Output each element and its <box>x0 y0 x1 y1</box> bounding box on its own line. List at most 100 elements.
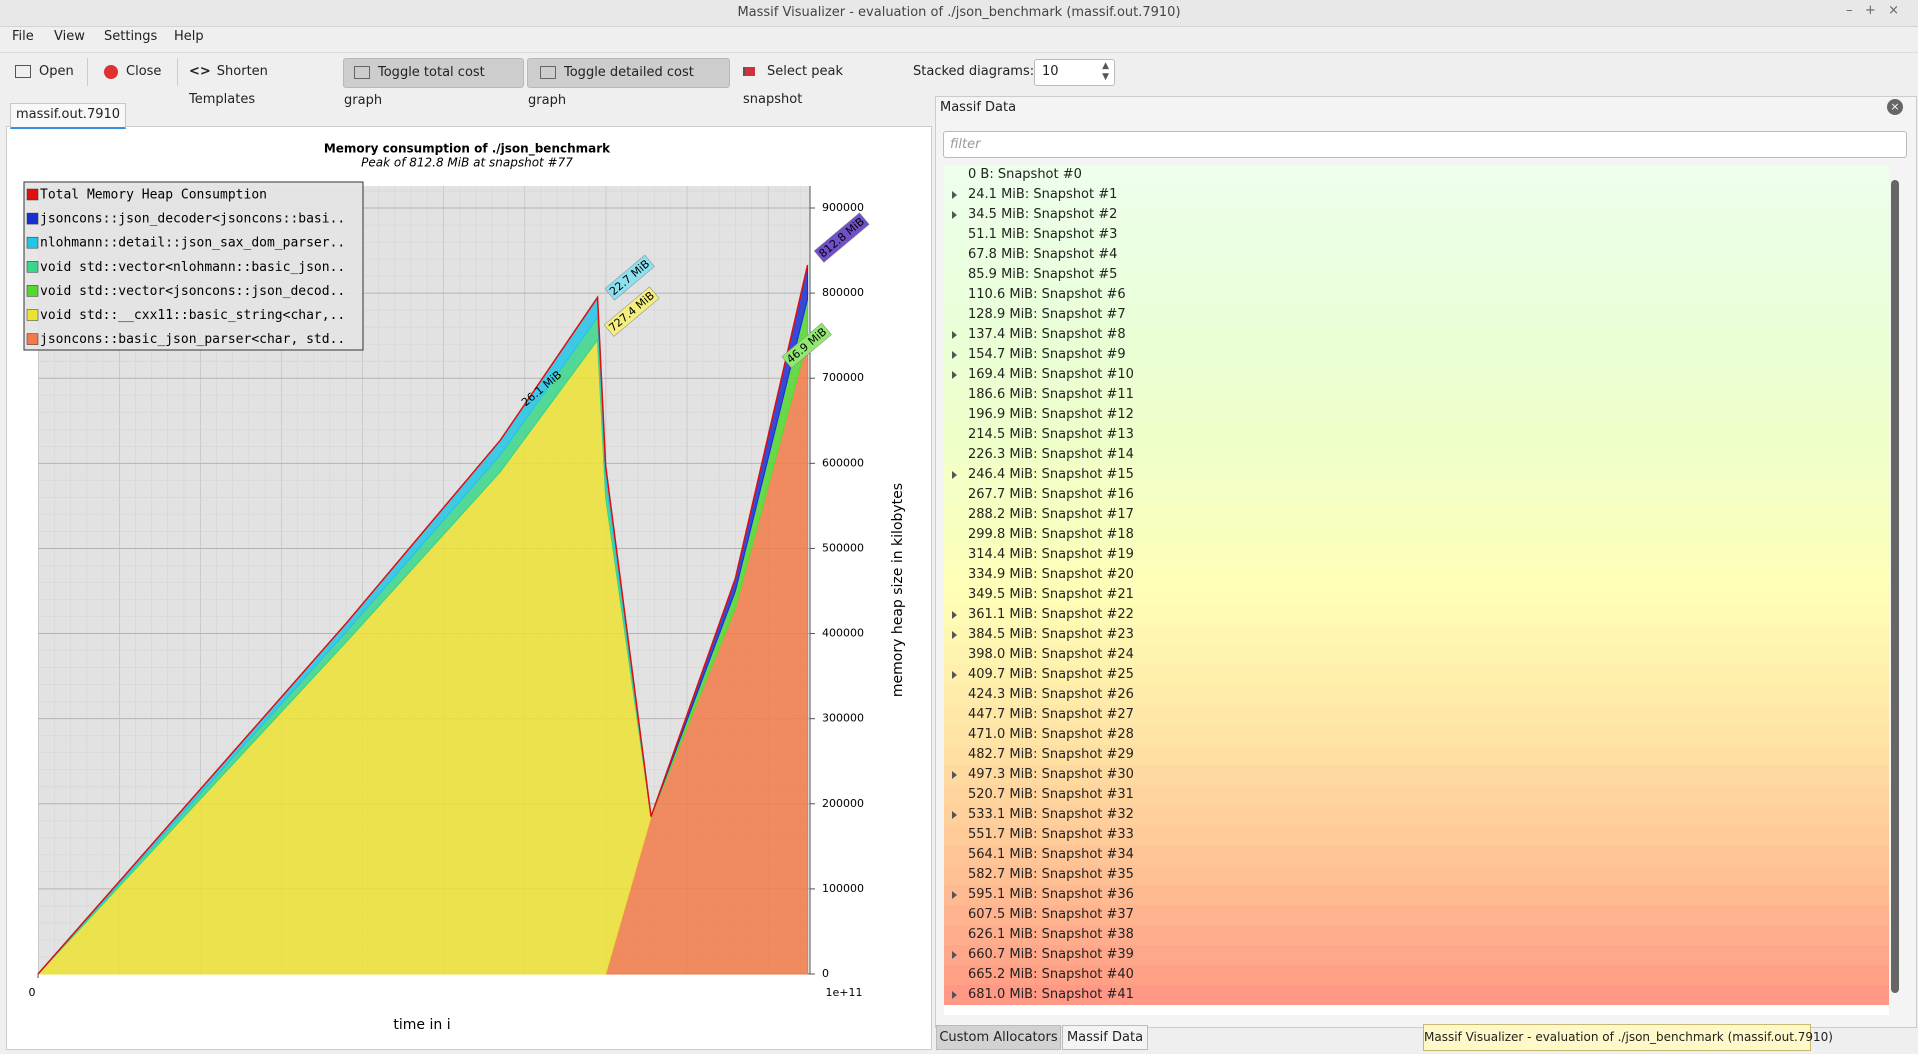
expander[interactable] <box>952 611 957 619</box>
snapshot-label: 447.7 MiB: Snapshot #27 <box>968 707 1134 722</box>
peak-label: Select peak snapshot <box>743 64 843 107</box>
legend-label: Total Memory Heap Consumption <box>40 188 267 203</box>
snapshot-row[interactable]: 471.0 MiB: Snapshot #28 <box>944 725 1889 745</box>
snapshot-row[interactable]: 595.1 MiB: Snapshot #36 <box>944 885 1889 905</box>
close-label: Close <box>126 64 162 79</box>
snapshot-row[interactable]: 288.2 MiB: Snapshot #17 <box>944 505 1889 525</box>
snapshot-row[interactable]: 137.4 MiB: Snapshot #8 <box>944 325 1889 345</box>
expander[interactable] <box>952 671 957 679</box>
snapshot-row[interactable]: 409.7 MiB: Snapshot #25 <box>944 665 1889 685</box>
expander[interactable] <box>952 631 957 639</box>
total-toggle[interactable]: Toggle total cost graph <box>343 58 524 108</box>
detailed-toggle[interactable]: Toggle detailed cost graph <box>527 58 730 108</box>
menu-item[interactable]: Settings <box>104 29 158 44</box>
snapshot-label: 520.7 MiB: Snapshot #31 <box>968 787 1134 802</box>
flag-icon <box>743 67 755 76</box>
open-label: Open <box>39 64 74 79</box>
menu-item[interactable]: Help <box>174 29 204 44</box>
snapshot-row[interactable]: 214.5 MiB: Snapshot #13 <box>944 425 1889 445</box>
snapshot-row[interactable]: 665.2 MiB: Snapshot #40 <box>944 965 1889 985</box>
filter-input[interactable]: filter <box>943 131 1907 158</box>
expander[interactable] <box>952 351 957 359</box>
snapshot-row[interactable]: 246.4 MiB: Snapshot #15 <box>944 465 1889 485</box>
shorten-button[interactable]: <> Shorten Templates <box>189 64 268 107</box>
expander[interactable] <box>952 371 957 379</box>
expander[interactable] <box>952 211 957 219</box>
snapshot-row[interactable]: 607.5 MiB: Snapshot #37 <box>944 905 1889 925</box>
menu-item[interactable]: View <box>54 29 85 44</box>
snapshot-row[interactable]: 154.7 MiB: Snapshot #9 <box>944 345 1889 365</box>
panel-title: Massif Data <box>940 100 1017 115</box>
snapshot-row[interactable]: 384.5 MiB: Snapshot #23 <box>944 625 1889 645</box>
detailed-label: Toggle detailed cost graph <box>528 65 694 108</box>
snapshot-row[interactable]: 128.9 MiB: Snapshot #7 <box>944 305 1889 325</box>
snapshot-row[interactable]: 361.1 MiB: Snapshot #22 <box>944 605 1889 625</box>
close-button[interactable]: Close <box>104 58 174 86</box>
snapshot-row[interactable]: 0 B: Snapshot #0 <box>944 165 1889 185</box>
snapshot-row[interactable]: 226.3 MiB: Snapshot #14 <box>944 445 1889 465</box>
snapshot-label: 409.7 MiB: Snapshot #25 <box>968 667 1134 682</box>
snapshot-row[interactable]: 314.4 MiB: Snapshot #19 <box>944 545 1889 565</box>
snapshot-label: 349.5 MiB: Snapshot #21 <box>968 587 1134 602</box>
y-tick-label: 200000 <box>822 797 864 810</box>
snapshot-label: 424.3 MiB: Snapshot #26 <box>968 687 1134 702</box>
snapshot-row[interactable]: 196.9 MiB: Snapshot #12 <box>944 405 1889 425</box>
snapshot-row[interactable]: 51.1 MiB: Snapshot #3 <box>944 225 1889 245</box>
file-tab[interactable]: massif.out.7910 <box>10 103 126 129</box>
expander[interactable] <box>952 771 957 779</box>
snapshot-row[interactable]: 169.4 MiB: Snapshot #10 <box>944 365 1889 385</box>
snapshot-row[interactable]: 334.9 MiB: Snapshot #20 <box>944 565 1889 585</box>
dock-tab[interactable]: Custom Allocators <box>936 1025 1061 1050</box>
snapshot-row[interactable]: 551.7 MiB: Snapshot #33 <box>944 825 1889 845</box>
expander[interactable] <box>952 331 957 339</box>
stacked-spinbox[interactable]: 10 ▲ ▼ <box>1034 59 1115 86</box>
legend-swatch <box>26 212 39 225</box>
snapshot-row[interactable]: 447.7 MiB: Snapshot #27 <box>944 705 1889 725</box>
scrollbar[interactable] <box>1891 180 1899 993</box>
snapshot-row[interactable]: 349.5 MiB: Snapshot #21 <box>944 585 1889 605</box>
snapshot-row[interactable]: 110.6 MiB: Snapshot #6 <box>944 285 1889 305</box>
expander[interactable] <box>952 471 957 479</box>
annotation: 812.8 MiB <box>813 212 870 263</box>
snapshot-row[interactable]: 626.1 MiB: Snapshot #38 <box>944 925 1889 945</box>
open-button[interactable]: Open <box>15 58 77 86</box>
expander[interactable] <box>952 991 957 999</box>
snapshot-label: 681.0 MiB: Snapshot #41 <box>968 987 1134 1002</box>
dock-tab[interactable]: Massif Data <box>1062 1025 1148 1050</box>
snapshot-row[interactable]: 660.7 MiB: Snapshot #39 <box>944 945 1889 965</box>
snapshot-row[interactable]: 482.7 MiB: Snapshot #29 <box>944 745 1889 765</box>
snapshot-row[interactable]: 681.0 MiB: Snapshot #41 <box>944 985 1889 1005</box>
snapshot-row[interactable]: 582.7 MiB: Snapshot #35 <box>944 865 1889 885</box>
snapshot-label: 314.4 MiB: Snapshot #19 <box>968 547 1134 562</box>
expander[interactable] <box>952 891 957 899</box>
legend: Total Memory Heap Consumptionjsoncons::j… <box>23 181 364 351</box>
snapshot-row[interactable]: 85.9 MiB: Snapshot #5 <box>944 265 1889 285</box>
snapshot-row[interactable]: 520.7 MiB: Snapshot #31 <box>944 785 1889 805</box>
window-title: Massif Visualizer - evaluation of ./json… <box>737 5 1181 20</box>
legend-swatch <box>26 309 39 321</box>
legend-label: jsoncons::json_decoder<jsoncons::basi.. <box>40 212 345 227</box>
snapshot-row[interactable]: 424.3 MiB: Snapshot #26 <box>944 685 1889 705</box>
snapshot-row[interactable]: 186.6 MiB: Snapshot #11 <box>944 385 1889 405</box>
expander[interactable] <box>952 811 957 819</box>
snapshot-label: 533.1 MiB: Snapshot #32 <box>968 807 1134 822</box>
snapshot-row[interactable]: 24.1 MiB: Snapshot #1 <box>944 185 1889 205</box>
snapshot-row[interactable]: 67.8 MiB: Snapshot #4 <box>944 245 1889 265</box>
snapshot-row[interactable]: 533.1 MiB: Snapshot #32 <box>944 805 1889 825</box>
menu-item[interactable]: File <box>12 29 34 44</box>
snapshot-row[interactable]: 299.8 MiB: Snapshot #18 <box>944 525 1889 545</box>
snapshot-label: 169.4 MiB: Snapshot #10 <box>968 367 1134 382</box>
snapshot-row[interactable]: 267.7 MiB: Snapshot #16 <box>944 485 1889 505</box>
snapshot-row[interactable]: 497.3 MiB: Snapshot #30 <box>944 765 1889 785</box>
expander[interactable] <box>952 951 957 959</box>
snapshot-row[interactable]: 34.5 MiB: Snapshot #2 <box>944 205 1889 225</box>
peak-button[interactable]: Select peak snapshot <box>743 58 901 107</box>
snapshot-row[interactable]: 564.1 MiB: Snapshot #34 <box>944 845 1889 865</box>
legend-swatch <box>26 236 39 249</box>
snapshot-label: 384.5 MiB: Snapshot #23 <box>968 627 1134 642</box>
expander[interactable] <box>952 191 957 199</box>
snapshot-label: 137.4 MiB: Snapshot #8 <box>968 327 1126 342</box>
window-controls[interactable]: – + × <box>1846 3 1900 18</box>
panel-close[interactable]: × <box>1887 99 1903 115</box>
snapshot-row[interactable]: 398.0 MiB: Snapshot #24 <box>944 645 1889 665</box>
